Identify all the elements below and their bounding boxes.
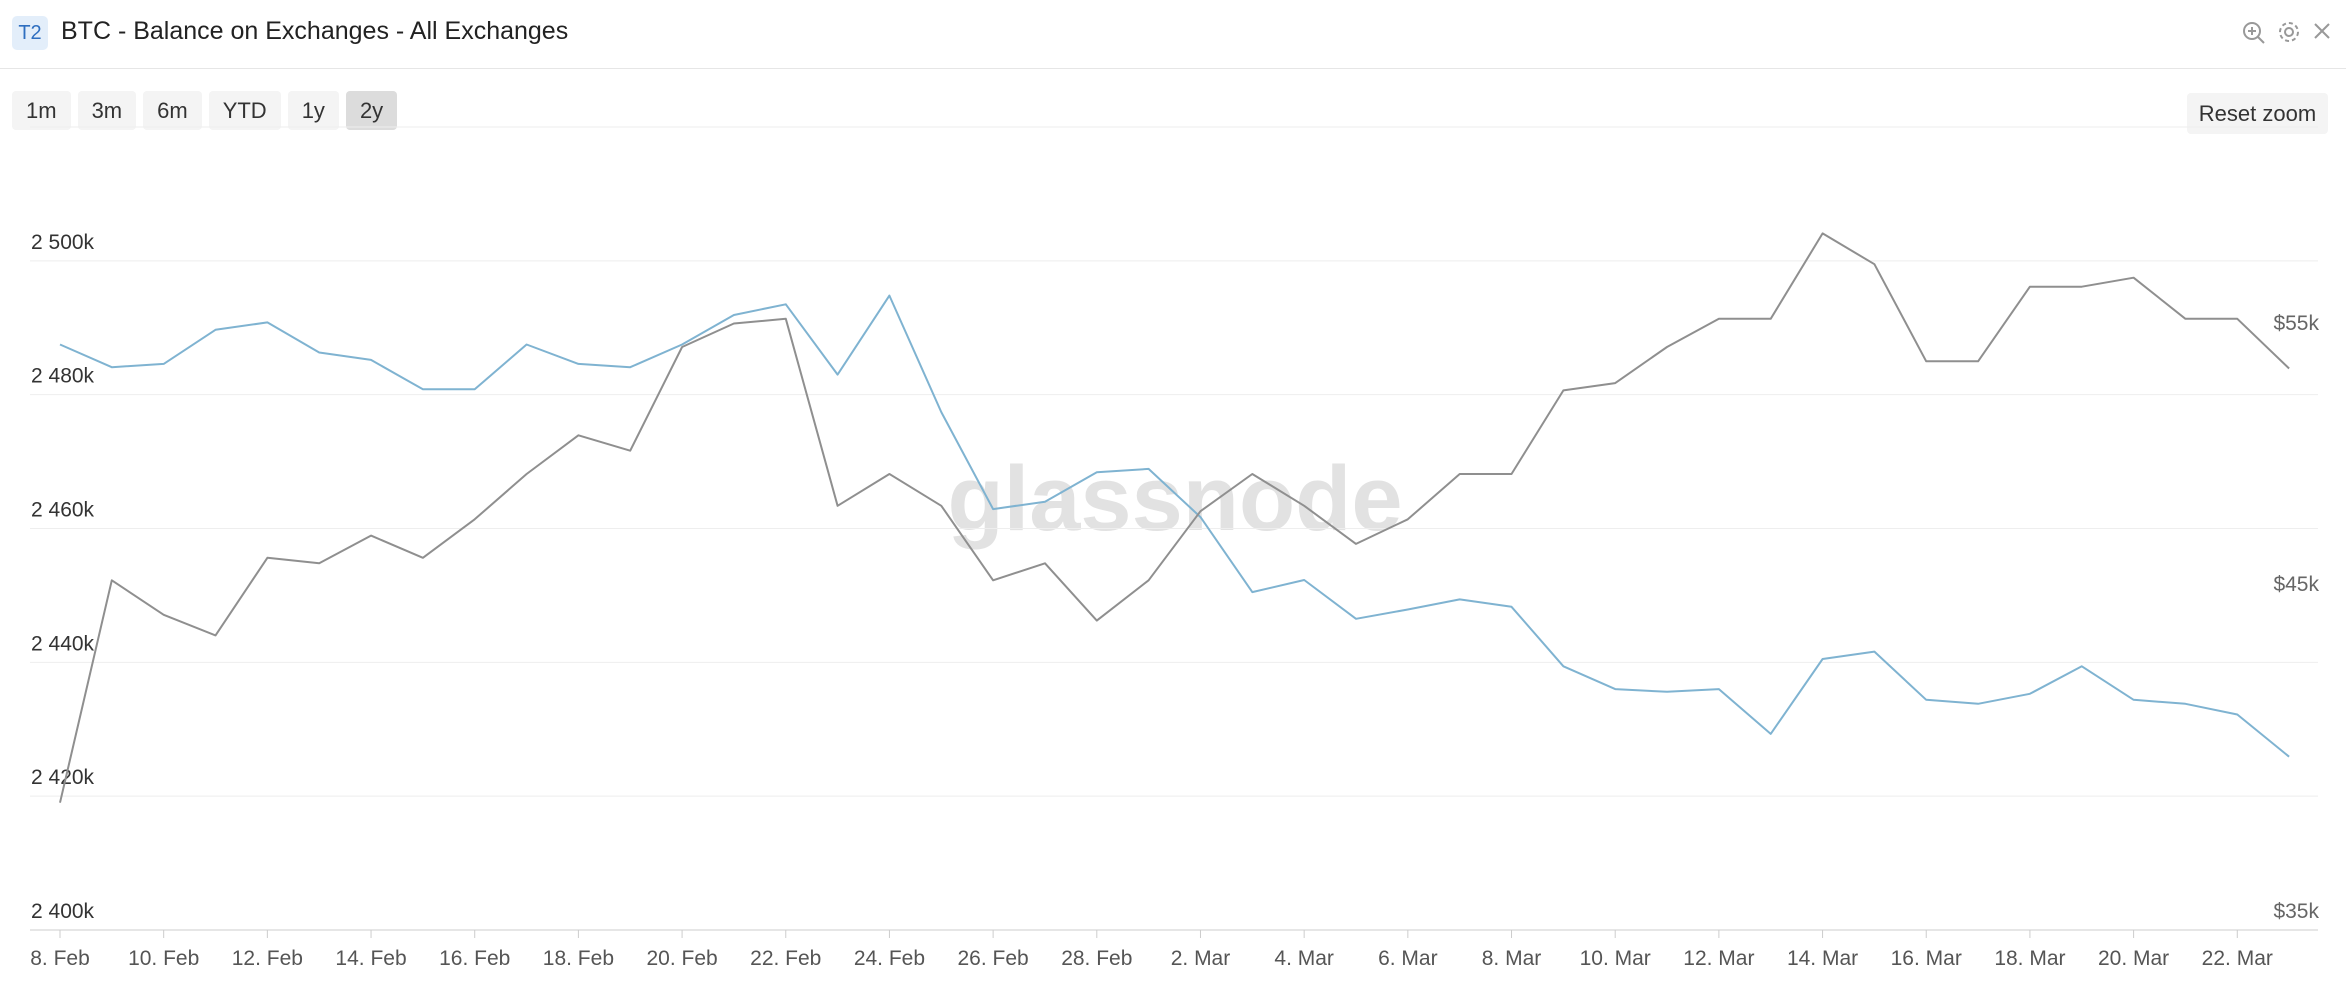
x-tick-label: 24. Feb (854, 947, 925, 970)
range-button[interactable]: 2y (345, 91, 398, 130)
x-tick-label: 22. Feb (750, 947, 821, 970)
range-button[interactable]: 1y (287, 91, 339, 130)
watermark: glassnode (947, 448, 1402, 550)
zoom-icon[interactable] (2243, 22, 2265, 44)
y-tick-label: 2 480k (31, 365, 95, 388)
close-icon[interactable] (2314, 23, 2330, 39)
x-tick-label: 14. Mar (1787, 947, 1858, 970)
x-tick-label: 28. Feb (1061, 947, 1132, 970)
y-tick-label: 2 440k (31, 632, 95, 655)
x-tick-label: 22. Mar (2202, 947, 2273, 970)
x-tick-label: 18. Mar (1994, 947, 2065, 970)
range-selector: 1m 3m 6m YTD 1y 2y (12, 91, 398, 130)
x-tick-label: 18. Feb (543, 947, 614, 970)
y-tick-label: 2 460k (31, 499, 95, 522)
chart-title: BTC - Balance on Exchanges - All Exchang… (61, 17, 569, 45)
range-button[interactable]: 6m (143, 91, 202, 130)
y-tick-label: 2 400k (31, 900, 95, 923)
x-tick-label: 16. Mar (1891, 947, 1962, 970)
badge: T2 (12, 16, 48, 50)
y2-tick-label: $35k (2273, 900, 2319, 923)
range-button[interactable]: 3m (77, 91, 137, 130)
x-tick-label: 26. Feb (958, 947, 1029, 970)
x-tick-label: 10. Feb (128, 947, 199, 970)
range-button[interactable]: YTD (208, 91, 281, 130)
x-tick-label: 8. Mar (1482, 947, 1542, 970)
x-tick-label: 12. Feb (232, 947, 303, 970)
y-tick-label: 2 420k (31, 766, 95, 789)
x-tick-label: 6. Mar (1378, 947, 1438, 970)
header-icons (2243, 22, 2330, 44)
reset-zoom-button[interactable]: Reset zoom (2187, 93, 2328, 134)
y2-tick-label: $45k (2273, 573, 2319, 596)
x-tick-label: 4. Mar (1274, 947, 1334, 970)
x-tick-label: 20. Mar (2098, 947, 2169, 970)
x-tick-label: 12. Mar (1683, 947, 1754, 970)
x-tick-label: 16. Feb (439, 947, 510, 970)
panel-header: T2 BTC - Balance on Exchanges - All Exch… (0, 0, 2346, 69)
settings-icon[interactable] (2279, 22, 2299, 42)
x-tick-label: 14. Feb (335, 947, 406, 970)
y-tick-label: 2 500k (31, 231, 95, 254)
x-tick-label: 20. Feb (646, 947, 717, 970)
series-line (59, 294, 2290, 758)
series-line (59, 232, 2290, 803)
y2-tick-label: $55k (2273, 312, 2319, 335)
range-button[interactable]: 1m (12, 91, 71, 130)
x-tick-label: 10. Mar (1580, 947, 1651, 970)
x-tick-label: 2. Mar (1171, 947, 1231, 970)
x-tick-label: 8. Feb (30, 947, 90, 970)
